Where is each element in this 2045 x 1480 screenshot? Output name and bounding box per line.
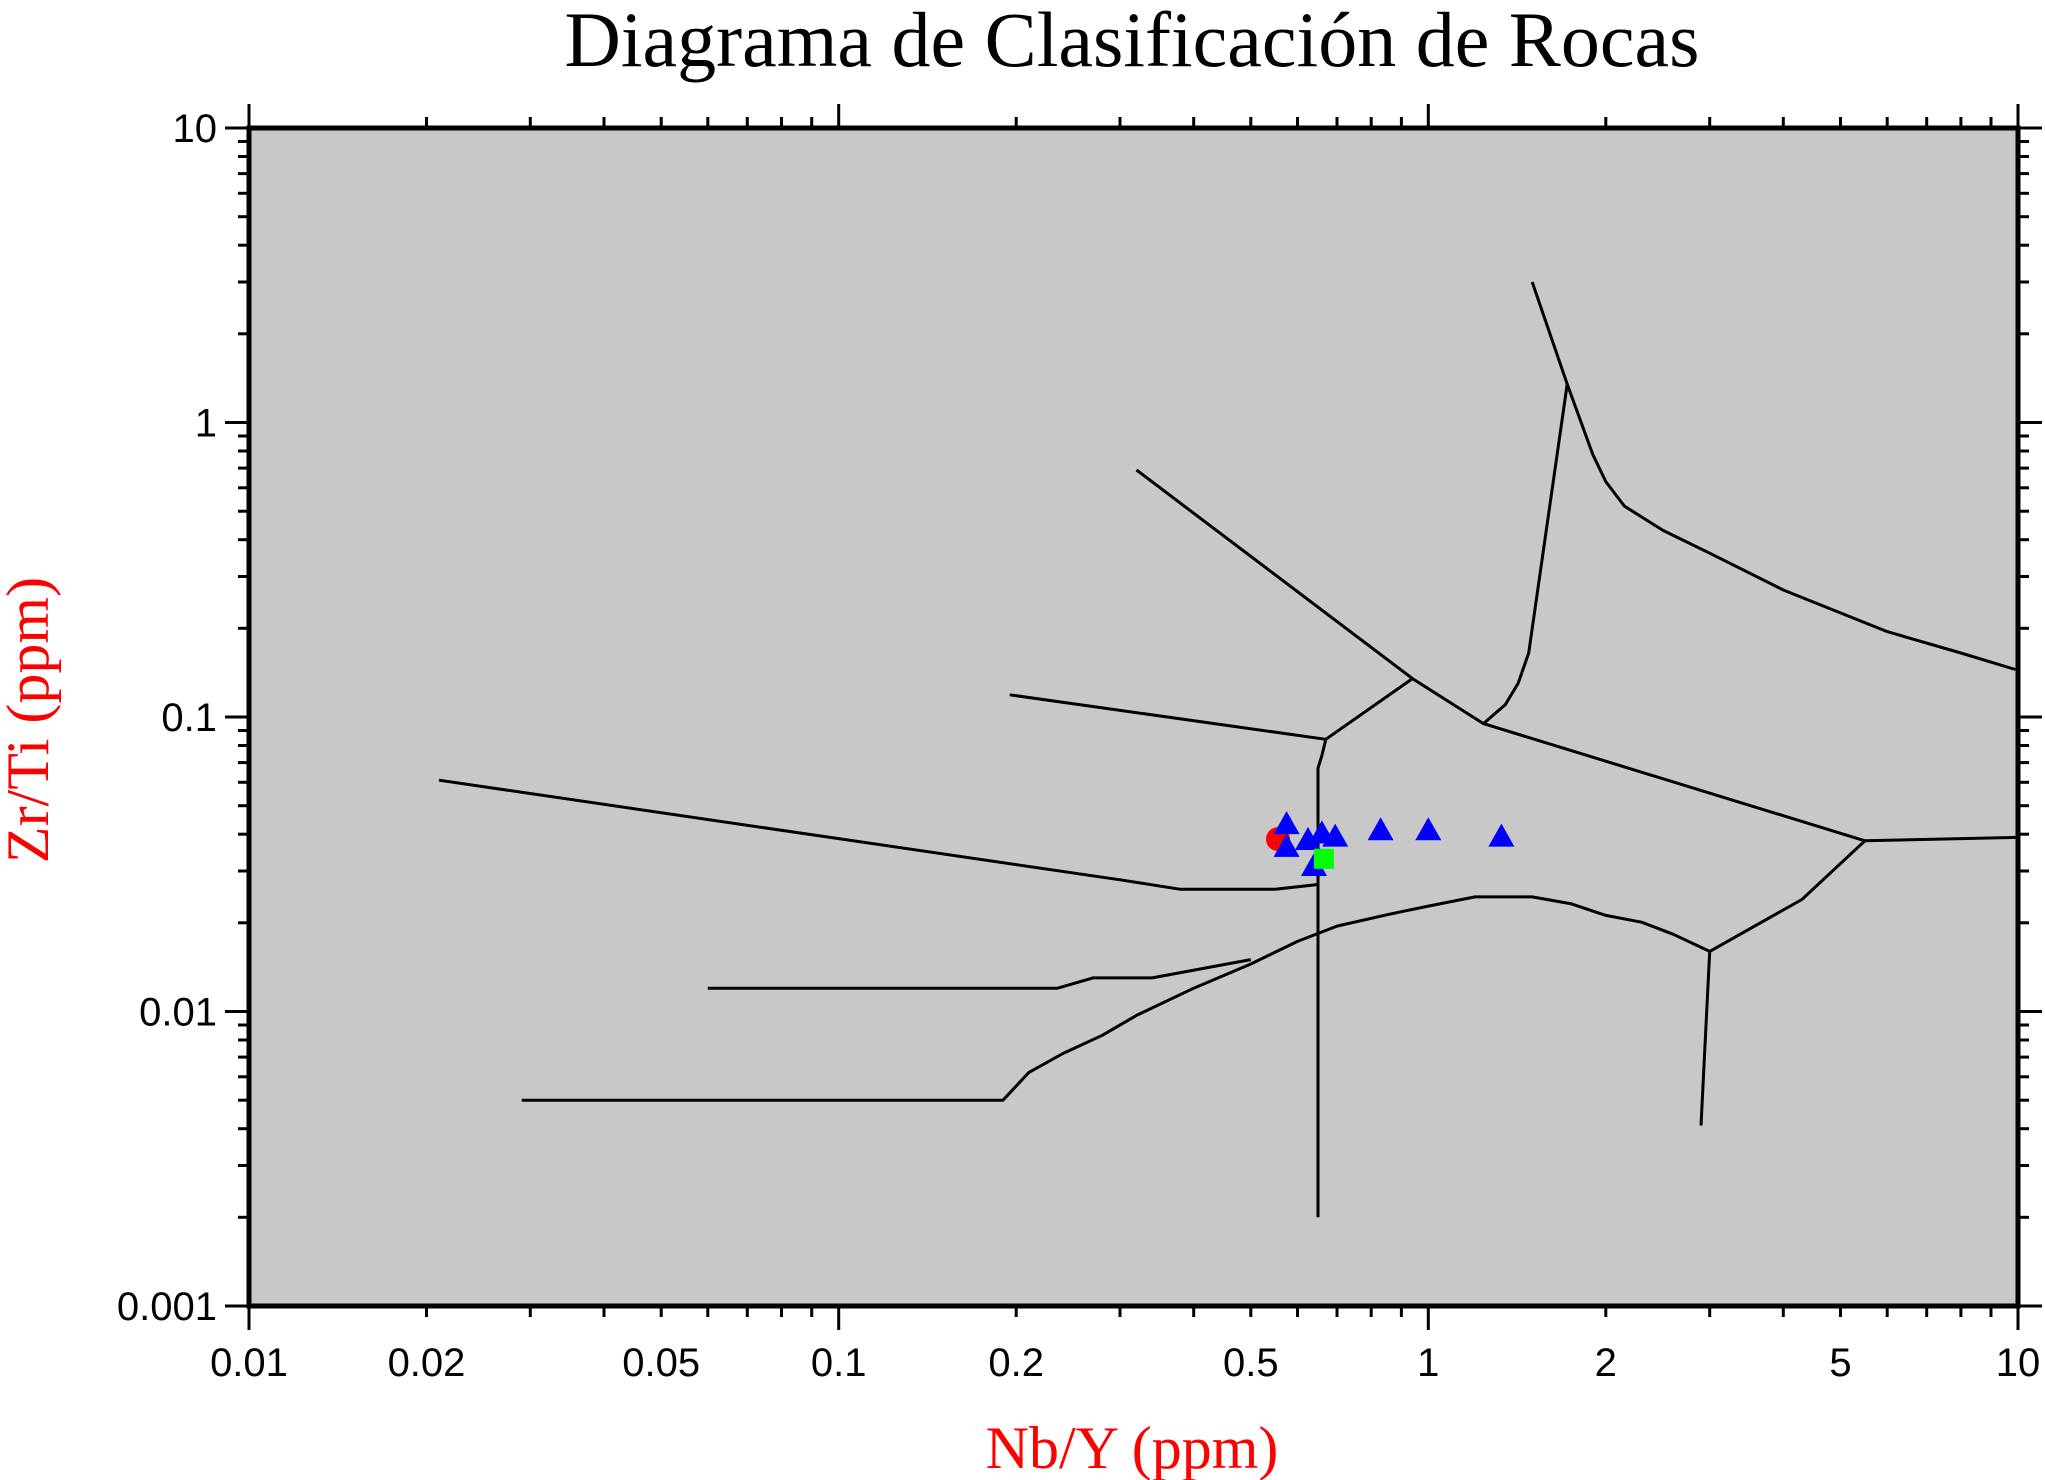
x-tick-label: 0.1 bbox=[811, 1341, 867, 1385]
x-tick-label: 0.5 bbox=[1223, 1341, 1279, 1385]
data-point-triangle bbox=[1488, 823, 1515, 847]
data-point-triangle bbox=[1273, 811, 1300, 835]
field-boundary-line bbox=[1316, 738, 1328, 1218]
data-point-triangle bbox=[1295, 827, 1321, 850]
data-point-triangle bbox=[1367, 817, 1394, 841]
y-tick-label: 10 bbox=[173, 107, 218, 151]
x-tick-label: 10 bbox=[1996, 1341, 2041, 1385]
x-tick-label: 0.02 bbox=[388, 1341, 466, 1385]
x-axis-label: Nb/Y (ppm) bbox=[986, 1415, 1279, 1480]
field-boundary-line bbox=[521, 839, 1866, 1102]
y-axis-label: Zr/Ti (ppm) bbox=[0, 577, 61, 863]
field-boundary-line bbox=[438, 778, 1319, 891]
x-tick-label: 0.01 bbox=[210, 1341, 288, 1385]
x-tick-label: 5 bbox=[1829, 1341, 1851, 1385]
data-point-triangle bbox=[1273, 833, 1300, 857]
y-tick-label: 0.1 bbox=[161, 696, 217, 740]
field-boundary-line bbox=[1135, 468, 1414, 680]
data-point-triangle bbox=[1415, 817, 1442, 841]
x-tick-label: 0.05 bbox=[622, 1341, 700, 1385]
field-boundary-line bbox=[1864, 835, 2019, 843]
y-tick-label: 0.01 bbox=[139, 991, 217, 1035]
field-boundary-line bbox=[1699, 951, 1712, 1126]
x-tick-label: 0.2 bbox=[988, 1341, 1044, 1385]
chart-title: Diagrama de Clasificación de Rocas bbox=[565, 0, 1700, 83]
y-tick-label: 0.001 bbox=[117, 1285, 217, 1329]
field-boundary-line bbox=[1009, 693, 1327, 741]
plot-background bbox=[249, 128, 2018, 1306]
field-boundary-line bbox=[1324, 677, 1866, 843]
data-point-square bbox=[1313, 848, 1334, 869]
x-tick-label: 1 bbox=[1417, 1341, 1439, 1385]
field-boundary-line bbox=[1530, 281, 2016, 671]
y-tick-label: 1 bbox=[195, 402, 217, 446]
plot-area: 0.01 0.02 0.05 0.1 0.2 0.5 1 2 5 10 0.001 0.01 0.1 1 1… bbox=[117, 104, 2042, 1385]
x-tick-label: 2 bbox=[1595, 1341, 1617, 1385]
field-boundary-line bbox=[1482, 383, 1569, 725]
field-boundary-line bbox=[707, 958, 1252, 990]
data-point-triangle bbox=[1322, 823, 1349, 847]
